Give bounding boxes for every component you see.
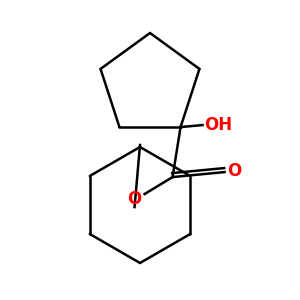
Text: O: O bbox=[228, 162, 242, 180]
Text: O: O bbox=[128, 190, 142, 208]
Text: OH: OH bbox=[205, 116, 233, 134]
